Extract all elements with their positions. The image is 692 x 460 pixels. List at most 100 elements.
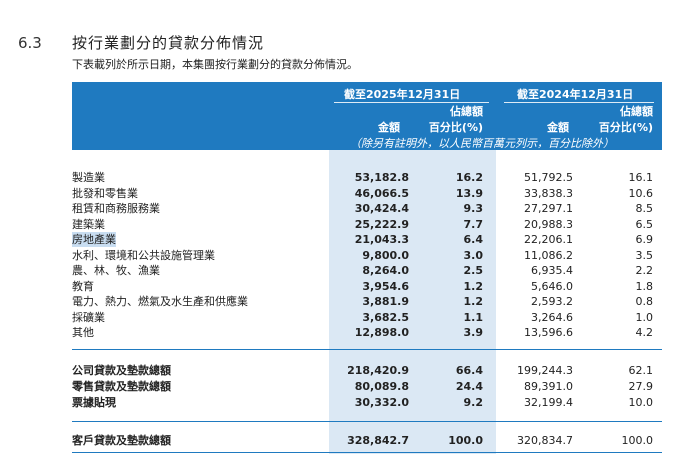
amount-2024: 33,838.3: [524, 186, 573, 200]
table-row: 房地產業 21,043.3 6.4 22,206.1 6.9: [72, 232, 662, 247]
share-2025: 100.0: [448, 434, 483, 447]
share-2024: 0.8: [635, 295, 654, 308]
table-row: 租賃和商務服務業 30,424.4 9.3 27,297.1 8.5: [72, 201, 662, 216]
row-label: 房地產業: [72, 232, 116, 247]
amount-2024: 3,264.6: [531, 310, 573, 324]
row-label: 製造業: [72, 171, 105, 184]
amount-2025: 21,043.3: [354, 233, 409, 246]
share-2025: 13.9: [455, 186, 483, 200]
amount-2025: 3,682.5: [362, 310, 409, 324]
amount-2025: 8,264.0: [362, 264, 409, 277]
subtotal-row: 零售貸款及墊款總額 80,089.8 24.4 89,391.0 27.9: [72, 379, 662, 394]
share-2024: 62.1: [628, 364, 654, 377]
amount-2024: 11,086.2: [524, 248, 573, 262]
period-2025-header: 截至2025年12月31日: [344, 88, 461, 101]
share-2025: 3.9: [463, 326, 484, 339]
table-row: 建築業 25,222.9 7.7 20,988.3 6.5: [72, 217, 662, 232]
share-2024: 2.2: [635, 264, 654, 277]
section-intro: 下表載列於所示日期，本集團按行業劃分的貸款分佈情況。: [72, 58, 358, 71]
share-header-2025-line2: 百分比(%): [428, 121, 483, 134]
amount-2024: 89,391.0: [524, 380, 573, 393]
share-2024: 1.0: [635, 310, 654, 324]
amount-2024: 32,199.4: [524, 396, 573, 409]
amount-2024: 199,244.3: [517, 364, 573, 377]
table-header: 截至2025年12月31日 截至2024年12月31日 佔總額 佔總額 金額 百…: [72, 82, 662, 150]
row-label: 水利、環境和公共設施管理業: [72, 248, 215, 262]
share-header-2025-line1: 佔總額: [450, 105, 483, 118]
row-label: 教育: [72, 279, 94, 293]
period-2024-header: 截至2024年12月31日: [517, 88, 634, 101]
amount-2025: 80,089.8: [354, 380, 409, 393]
row-label: 採礦業: [72, 310, 105, 324]
amount-2024: 5,646.0: [531, 279, 573, 293]
row-label: 電力、熱力、燃氣及水生產和供應業: [72, 295, 248, 308]
share-2024: 4.2: [635, 326, 654, 339]
share-2025: 7.7: [463, 217, 484, 231]
share-2025: 16.2: [455, 171, 483, 184]
share-2025: 9.2: [463, 396, 484, 409]
amount-2024: 2,593.2: [531, 295, 573, 308]
amount-2025: 25,222.9: [354, 217, 409, 231]
amount-2024: 51,792.5: [524, 171, 573, 184]
amount-2024: 22,206.1: [524, 233, 573, 246]
row-label: 零售貸款及墊款總額: [72, 380, 171, 393]
section-title: 按行業劃分的貸款分佈情況: [72, 34, 265, 52]
row-label: 租賃和商務服務業: [72, 202, 160, 215]
bottom-rule: [72, 452, 662, 453]
amount-2025: 12,898.0: [354, 326, 409, 339]
share-2024: 100.0: [621, 434, 654, 447]
amount-2025: 30,332.0: [354, 396, 409, 409]
share-2025: 24.4: [455, 380, 483, 393]
share-header-2024-line2: 百分比(%): [598, 121, 653, 134]
row-label: 票據貼現: [72, 396, 116, 409]
share-2025: 66.4: [455, 364, 483, 377]
amount-2024: 27,297.1: [524, 202, 573, 215]
amount-2025: 53,182.8: [354, 171, 409, 184]
unit-note: （除另有註明外，以人民幣百萬元列示，百分比除外）: [350, 137, 614, 150]
amount-2025: 9,800.0: [362, 248, 409, 262]
share-2025: 1.2: [463, 295, 484, 308]
share-2025: 6.4: [463, 233, 484, 246]
share-2024: 6.9: [635, 233, 654, 246]
table-row: 採礦業 3,682.5 1.1 3,264.6 1.0: [72, 310, 662, 325]
header-rule-2025: [334, 102, 489, 103]
share-2024: 10.0: [628, 396, 654, 409]
table-row: 教育 3,954.6 1.2 5,646.0 1.8: [72, 279, 662, 294]
subtotal-row: 票據貼現 30,332.0 9.2 32,199.4 10.0: [72, 395, 662, 410]
current-year-column-shading: [329, 150, 496, 454]
separator-line: [72, 421, 662, 422]
share-2024: 16.1: [628, 171, 654, 184]
row-label: 批發和零售業: [72, 186, 138, 200]
share-2024: 10.6: [628, 186, 654, 200]
row-label: 建築業: [72, 217, 105, 231]
amount-2024: 13,596.6: [524, 326, 573, 339]
row-label: 公司貸款及墊款總額: [72, 364, 171, 377]
share-2025: 2.5: [463, 264, 484, 277]
amount-2025: 3,954.6: [362, 279, 409, 293]
amount-2025: 46,066.5: [354, 186, 409, 200]
table-row: 農、林、牧、漁業 8,264.0 2.5 6,935.4 2.2: [72, 263, 662, 278]
share-2025: 1.2: [463, 279, 484, 293]
amount-header-2025: 金額: [378, 121, 400, 134]
row-label: 農、林、牧、漁業: [72, 264, 160, 277]
table-row: 製造業 53,182.8 16.2 51,792.5 16.1: [72, 170, 662, 185]
share-2024: 1.8: [635, 279, 654, 293]
header-rule-2024: [504, 102, 654, 103]
amount-2025: 328,842.7: [347, 434, 409, 447]
share-2024: 6.5: [635, 217, 654, 231]
table-row: 電力、熱力、燃氣及水生產和供應業 3,881.9 1.2 2,593.2 0.8: [72, 294, 662, 309]
amount-2024: 20,988.3: [524, 217, 573, 231]
share-2025: 3.0: [463, 248, 484, 262]
amount-2025: 3,881.9: [362, 295, 409, 308]
share-2024: 8.5: [635, 202, 654, 215]
subtotal-row: 公司貸款及墊款總額 218,420.9 66.4 199,244.3 62.1: [72, 363, 662, 378]
amount-2024: 6,935.4: [531, 264, 573, 277]
table-row: 水利、環境和公共設施管理業 9,800.0 3.0 11,086.2 3.5: [72, 248, 662, 263]
amount-2024: 320,834.7: [517, 434, 573, 447]
table-row: 批發和零售業 46,066.5 13.9 33,838.3 10.6: [72, 186, 662, 201]
row-label: 其他: [72, 326, 94, 339]
row-label: 客戶貸款及墊款總額: [72, 434, 171, 447]
share-2025: 1.1: [463, 310, 484, 324]
amount-2025: 218,420.9: [347, 364, 409, 377]
amount-header-2024: 金額: [547, 121, 569, 134]
